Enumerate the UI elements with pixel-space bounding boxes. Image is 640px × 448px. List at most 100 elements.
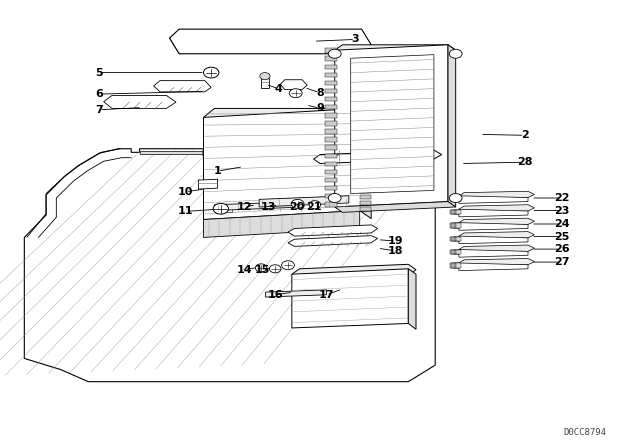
- Polygon shape: [360, 108, 371, 219]
- Text: 4: 4: [275, 84, 282, 94]
- Text: 6: 6: [95, 89, 103, 99]
- Bar: [454, 210, 459, 214]
- Polygon shape: [314, 150, 442, 164]
- Polygon shape: [335, 45, 448, 207]
- Bar: [451, 223, 456, 228]
- Bar: [455, 263, 460, 268]
- Bar: [454, 263, 459, 268]
- Text: 23: 23: [554, 206, 570, 215]
- Bar: [325, 162, 337, 166]
- Polygon shape: [280, 80, 307, 90]
- Bar: [451, 237, 456, 241]
- Polygon shape: [154, 81, 211, 92]
- Polygon shape: [335, 202, 456, 212]
- Bar: [360, 165, 371, 170]
- Text: 26: 26: [554, 244, 570, 254]
- Bar: [452, 250, 458, 254]
- Bar: [325, 146, 337, 150]
- Bar: [360, 154, 371, 158]
- Polygon shape: [140, 151, 415, 154]
- Polygon shape: [459, 218, 534, 226]
- Bar: [325, 81, 337, 85]
- Text: 10: 10: [178, 187, 193, 197]
- Bar: [450, 250, 455, 254]
- Bar: [450, 210, 455, 214]
- Circle shape: [449, 49, 462, 58]
- Bar: [450, 263, 455, 268]
- Bar: [455, 196, 460, 201]
- Bar: [360, 177, 371, 181]
- Bar: [325, 73, 337, 77]
- Bar: [456, 210, 461, 214]
- Bar: [455, 210, 460, 214]
- Bar: [202, 150, 216, 155]
- Bar: [216, 205, 232, 212]
- Polygon shape: [170, 29, 371, 54]
- Bar: [325, 186, 337, 190]
- Bar: [455, 237, 460, 241]
- Bar: [456, 250, 461, 254]
- Polygon shape: [459, 250, 528, 257]
- Bar: [360, 201, 371, 205]
- Bar: [325, 154, 337, 158]
- Circle shape: [255, 264, 267, 272]
- Bar: [360, 107, 371, 111]
- Text: 5: 5: [95, 68, 103, 78]
- Polygon shape: [459, 205, 534, 212]
- Polygon shape: [459, 223, 528, 230]
- Bar: [325, 65, 337, 69]
- Polygon shape: [24, 149, 435, 382]
- Text: 22: 22: [554, 193, 570, 203]
- Text: 25: 25: [554, 232, 570, 241]
- Bar: [360, 118, 371, 123]
- Text: 16: 16: [268, 290, 283, 300]
- Text: 24: 24: [554, 219, 570, 229]
- Polygon shape: [459, 232, 534, 239]
- Bar: [360, 148, 371, 152]
- Circle shape: [449, 194, 462, 202]
- Text: 2: 2: [521, 130, 529, 140]
- Text: 11: 11: [178, 207, 193, 216]
- Polygon shape: [459, 263, 528, 271]
- Polygon shape: [266, 290, 326, 297]
- Polygon shape: [204, 108, 371, 125]
- Bar: [325, 89, 337, 93]
- Polygon shape: [351, 55, 434, 194]
- Text: 27: 27: [554, 257, 570, 267]
- Text: 15: 15: [255, 265, 270, 275]
- Bar: [325, 105, 337, 109]
- Polygon shape: [288, 236, 378, 246]
- Bar: [456, 263, 461, 268]
- Circle shape: [282, 261, 294, 270]
- Bar: [454, 223, 459, 228]
- Bar: [325, 178, 337, 182]
- Circle shape: [260, 73, 270, 80]
- Text: D0CC8794: D0CC8794: [563, 428, 606, 437]
- Bar: [452, 237, 458, 241]
- Bar: [455, 223, 460, 228]
- Polygon shape: [459, 209, 528, 217]
- Bar: [325, 121, 337, 125]
- Polygon shape: [261, 78, 269, 88]
- Polygon shape: [335, 45, 456, 56]
- Text: 7: 7: [95, 105, 103, 115]
- Bar: [325, 138, 337, 142]
- Circle shape: [269, 265, 281, 273]
- Bar: [451, 250, 456, 254]
- Text: 13: 13: [261, 202, 276, 212]
- Text: 28: 28: [517, 157, 532, 167]
- Bar: [325, 56, 337, 61]
- Text: 12: 12: [237, 202, 252, 212]
- Bar: [325, 194, 337, 198]
- Bar: [452, 196, 458, 201]
- Circle shape: [204, 67, 219, 78]
- Bar: [454, 196, 459, 201]
- Bar: [360, 195, 371, 199]
- Bar: [452, 263, 458, 268]
- Bar: [450, 237, 455, 241]
- Text: 1: 1: [214, 166, 221, 176]
- Polygon shape: [292, 264, 416, 280]
- Bar: [456, 237, 461, 241]
- Polygon shape: [448, 45, 456, 207]
- Bar: [454, 250, 459, 254]
